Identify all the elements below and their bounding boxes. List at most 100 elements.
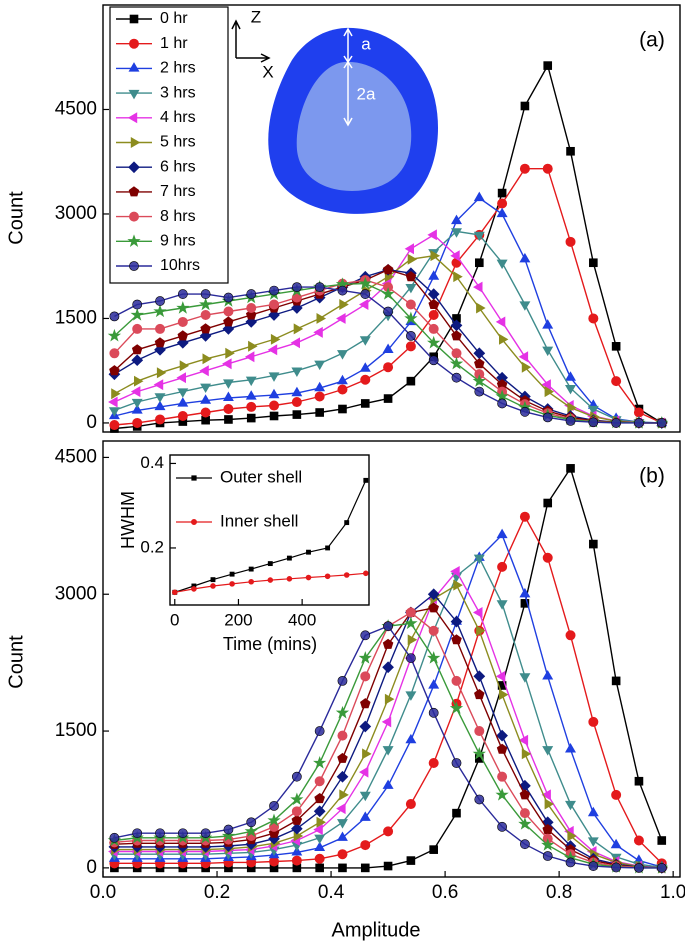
x-tick-label: 400 (288, 610, 316, 629)
marker (542, 851, 553, 861)
marker (270, 333, 281, 345)
marker (153, 304, 167, 318)
marker (336, 803, 346, 815)
marker (449, 701, 464, 714)
marker (171, 589, 178, 596)
marker (451, 348, 462, 359)
marker (450, 615, 463, 628)
marker (267, 561, 273, 567)
x-tick-label: 0.6 (432, 882, 458, 903)
marker (359, 362, 371, 372)
marker (383, 394, 393, 403)
marker (128, 38, 139, 49)
marker (496, 600, 508, 610)
marker (315, 408, 324, 417)
marker (383, 306, 393, 317)
marker (177, 316, 188, 327)
marker (588, 417, 599, 428)
marker (154, 393, 166, 403)
marker (567, 402, 577, 414)
marker (286, 576, 293, 582)
marker (405, 341, 416, 352)
x-tick-label: 0.2 (204, 882, 230, 903)
marker (177, 410, 188, 421)
marker (589, 539, 598, 549)
marker (497, 821, 508, 832)
marker (405, 653, 416, 663)
marker (453, 579, 463, 591)
marker (343, 572, 350, 578)
marker (473, 607, 483, 618)
marker (473, 191, 485, 202)
marker (177, 330, 189, 341)
marker (128, 89, 140, 100)
x-tick-label: 0.4 (318, 882, 345, 903)
marker (177, 828, 188, 839)
marker (498, 333, 509, 345)
marker (314, 776, 325, 787)
marker (474, 689, 485, 700)
marker (245, 376, 257, 387)
marker (495, 670, 506, 682)
marker (286, 555, 292, 561)
marker (565, 630, 576, 641)
marker (544, 386, 554, 398)
marker (337, 831, 348, 841)
marker (177, 397, 189, 407)
marker (382, 638, 394, 649)
arrow-heads (343, 27, 353, 127)
x-axis-title: Amplitude (332, 919, 421, 941)
marker (497, 561, 508, 572)
marker (519, 301, 531, 311)
marker (451, 330, 462, 341)
marker (229, 581, 235, 587)
legend-label: 5 hrs (160, 134, 196, 151)
marker (248, 578, 254, 585)
marker (315, 863, 324, 873)
marker (611, 789, 622, 800)
legend-label: 4 hrs (160, 109, 196, 126)
marker (406, 376, 416, 386)
marker (223, 379, 234, 389)
schematic-label: Z (251, 7, 261, 26)
marker (611, 676, 621, 686)
y-tick-label: 3000 (55, 583, 97, 604)
marker (210, 577, 216, 583)
marker (428, 679, 440, 689)
marker (451, 214, 462, 225)
marker (497, 771, 508, 782)
marker (337, 752, 348, 763)
marker (358, 276, 372, 290)
marker (657, 836, 667, 845)
marker (565, 236, 576, 247)
schematic: Z Xa 2a (231, 7, 438, 214)
marker (131, 344, 143, 355)
marker (427, 335, 441, 349)
marker (268, 372, 280, 382)
y-axis-title: Count (5, 635, 27, 689)
marker (360, 698, 371, 709)
y-tick-label: 1500 (55, 720, 97, 741)
marker (383, 362, 394, 373)
marker (339, 299, 349, 310)
marker (382, 661, 394, 674)
marker (108, 407, 120, 417)
marker (428, 625, 439, 636)
marker (109, 348, 120, 359)
marker (177, 388, 189, 398)
marker (336, 770, 349, 783)
marker (383, 826, 394, 837)
marker (405, 330, 416, 341)
marker (109, 311, 120, 322)
marker (223, 316, 234, 327)
marker (344, 520, 350, 526)
marker (428, 299, 439, 310)
marker (305, 574, 312, 581)
y-tick-label: 0.4 (140, 453, 164, 472)
marker (291, 855, 302, 866)
marker (133, 375, 144, 387)
marker (314, 381, 326, 392)
marker (200, 828, 211, 839)
marker (176, 372, 187, 384)
y-tick-label: 4500 (55, 446, 97, 467)
